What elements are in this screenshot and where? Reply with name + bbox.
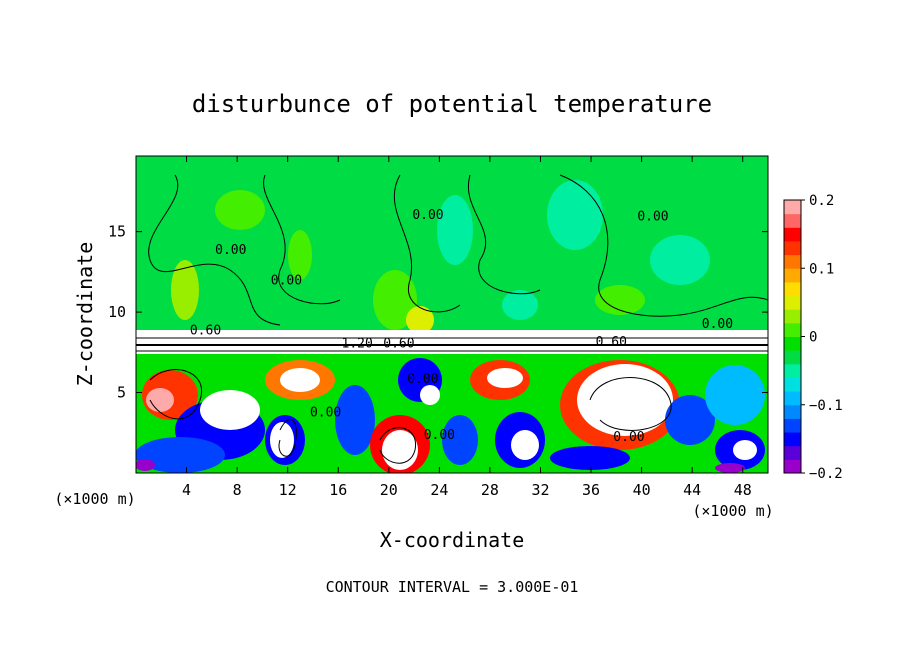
contour-label: 0.00 bbox=[407, 372, 438, 387]
contour-label: 0.00 bbox=[412, 208, 443, 223]
x-tick-label: 44 bbox=[683, 481, 701, 499]
x-tick-label: 40 bbox=[633, 481, 651, 499]
inversion-band bbox=[136, 330, 768, 354]
colorbar-tick-label: −0.1 bbox=[809, 398, 843, 414]
contour-label: 0.00 bbox=[637, 209, 668, 224]
x-unit-label-right: (×1000 m) bbox=[692, 502, 773, 520]
x-tick-label: 28 bbox=[481, 481, 499, 499]
x-tick-label: 48 bbox=[734, 481, 752, 499]
contour-lines bbox=[136, 174, 768, 464]
contour-label: 0.00 bbox=[702, 317, 733, 332]
colorbar-swatch bbox=[784, 391, 801, 406]
contour-label: 0.00 bbox=[613, 430, 644, 445]
x-tick-label: 4 bbox=[182, 481, 191, 499]
contour-label: 1.20 bbox=[342, 336, 373, 351]
colorbar-swatch bbox=[784, 240, 801, 256]
colorbar-swatch bbox=[784, 336, 801, 351]
contour-label: 0.00 bbox=[424, 428, 455, 443]
colorbar-swatch bbox=[784, 268, 801, 283]
colorbar-swatch bbox=[784, 200, 801, 215]
contour-interval-footer: CONTOUR INTERVAL = 3.000E-01 bbox=[326, 578, 579, 596]
plot-frame bbox=[135, 155, 769, 474]
colorbar-swatch bbox=[784, 309, 801, 324]
colorbar-swatch bbox=[784, 227, 801, 242]
colorbar-swatch bbox=[784, 432, 801, 447]
colorbar-swatch bbox=[784, 459, 801, 474]
colorbar-swatch bbox=[784, 445, 801, 460]
x-tick-label: 20 bbox=[380, 481, 398, 499]
colorbar-tick-label: 0 bbox=[809, 330, 817, 346]
colorbar-tick-label: −0.2 bbox=[809, 466, 843, 482]
y-tick-label: 10 bbox=[108, 303, 126, 321]
colorbar-swatch bbox=[784, 350, 801, 365]
contour-label: 0.60 bbox=[596, 335, 627, 350]
colorbar-swatch bbox=[784, 404, 801, 419]
colorbar-swatch bbox=[784, 295, 801, 310]
x-tick-label: 16 bbox=[329, 481, 347, 499]
contour-label: 0.00 bbox=[215, 243, 246, 258]
x-tick-label: 32 bbox=[531, 481, 549, 499]
contour-label: 0.00 bbox=[310, 406, 341, 421]
y-tick-label: 15 bbox=[108, 223, 126, 241]
colorbar-swatch bbox=[784, 281, 801, 297]
lower-field-blobs bbox=[136, 358, 765, 473]
colorbar-swatch bbox=[784, 213, 801, 228]
x-tick-label: 8 bbox=[233, 481, 242, 499]
x-axis-label: X-coordinate bbox=[380, 528, 525, 552]
y-axis-label: Z-coordinate bbox=[73, 242, 97, 387]
field-layer: 0.00 0.00 0.00 0.00 0.60 1.20 0.60 0.60 … bbox=[136, 156, 768, 473]
contour-label: 0.00 bbox=[271, 274, 302, 289]
contour-label: 0.60 bbox=[190, 324, 221, 339]
y-axis: 5 10 15 bbox=[108, 223, 768, 402]
colorbar-swatch bbox=[784, 322, 801, 337]
upper-field-blobs bbox=[171, 180, 710, 334]
x-tick-label: 36 bbox=[582, 481, 600, 499]
x-axis: 4 8 12 16 20 24 28 32 36 40 44 48 bbox=[182, 156, 752, 499]
colorbar-swatch bbox=[784, 418, 801, 433]
colorbar: 0.2 0.1 0 −0.1 −0.2 bbox=[783, 193, 843, 482]
contour-labels: 0.00 0.00 0.00 0.00 0.60 1.20 0.60 0.60 … bbox=[190, 208, 733, 445]
x-tick-label: 24 bbox=[430, 481, 448, 499]
contour-label: 0.60 bbox=[383, 336, 414, 351]
colorbar-swatch bbox=[784, 377, 801, 392]
plot-area: 0.00 0.00 0.00 0.00 0.60 1.20 0.60 0.60 … bbox=[135, 155, 769, 474]
chart-title: disturbunce of potential temperature bbox=[192, 90, 712, 118]
colorbar-tick-label: 0.2 bbox=[809, 193, 834, 209]
x-unit-label-left: (×1000 m) bbox=[54, 490, 135, 508]
colorbar-tick-label: 0.1 bbox=[809, 261, 834, 277]
colorbar-swatch bbox=[784, 363, 801, 378]
colorbar-swatch bbox=[784, 254, 801, 269]
x-tick-label: 12 bbox=[279, 481, 297, 499]
y-tick-label: 5 bbox=[117, 384, 126, 402]
